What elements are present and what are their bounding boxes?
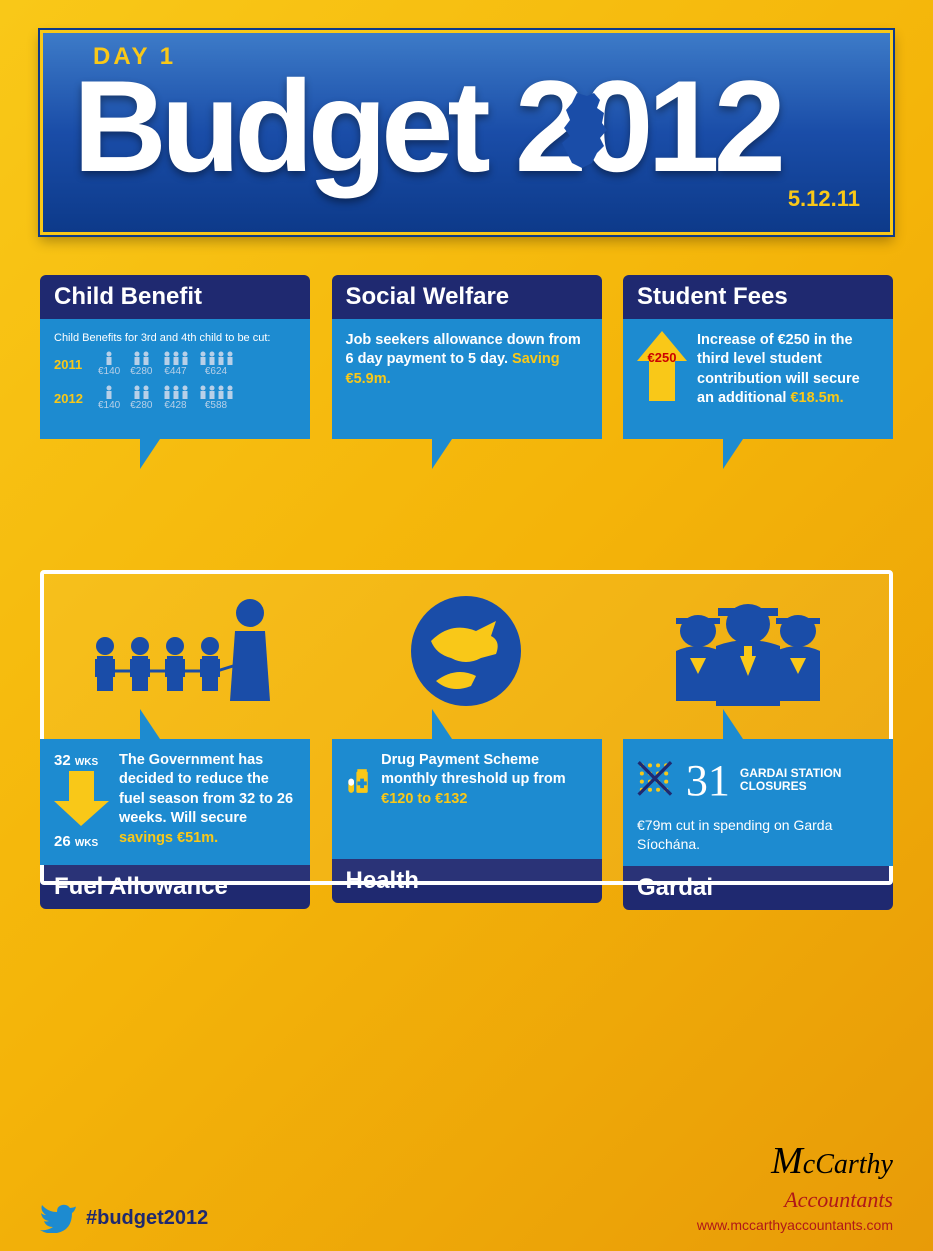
graduates-icon <box>648 586 848 716</box>
logo: McCarthy Accountants www.mccarthyaccount… <box>697 1139 893 1233</box>
card-body: Drug Payment Scheme monthly threshold up… <box>332 739 602 859</box>
cb-figure: €624 <box>199 351 234 379</box>
card-body: 32 WKS 26 WKS The Government has decided… <box>40 739 310 865</box>
gardai-closures-label: GARDAI STATION CLOSURES <box>740 767 879 793</box>
cb-year: 2012 <box>54 390 86 408</box>
page-title: Budget 2012 <box>73 71 860 182</box>
card-title: Child Benefit <box>40 275 310 319</box>
top-card-row: Child Benefit Child Benefits for 3rd and… <box>0 275 933 439</box>
logo-carthy: cCarthy <box>803 1149 893 1180</box>
gardai-number: 31 <box>686 751 730 810</box>
children-icon <box>85 591 285 711</box>
cb-figure: €140 <box>98 351 120 379</box>
hashtag: #budget2012 <box>86 1207 208 1230</box>
arrow-down-icon: 32 WKS 26 WKS <box>54 751 109 853</box>
cb-year: 2011 <box>54 356 86 374</box>
cb-figure: €280 <box>130 385 152 413</box>
weeks-suffix: WKS <box>75 838 98 849</box>
card-body: Child Benefits for 3rd and 4th child to … <box>40 319 310 439</box>
cb-amount: €280 <box>130 365 152 379</box>
cb-amount: €447 <box>163 365 189 379</box>
ireland-map-icon <box>552 88 622 173</box>
student-fees-card: Student Fees €250 Increase of €250 in th… <box>623 275 893 439</box>
child-benefit-card: Child Benefit Child Benefits for 3rd and… <box>40 275 310 439</box>
cb-amount: €428 <box>163 399 189 413</box>
child-benefit-row: 2011 €140 €280 €447 €624 <box>54 351 296 379</box>
closure-grid-icon <box>637 756 676 804</box>
cb-figure: €280 <box>130 351 152 379</box>
student-fees-amount: €18.5m. <box>790 390 843 406</box>
logo-m: M <box>771 1140 803 1182</box>
cb-figure: €447 <box>163 351 189 379</box>
dove-icon <box>366 586 566 716</box>
weeks-suffix: WKS <box>75 757 98 768</box>
child-benefit-row: 2012 €140 €280 €428 €588 <box>54 385 296 413</box>
cb-amount: €140 <box>98 399 120 413</box>
card-title: Student Fees <box>623 275 893 319</box>
child-benefit-subtitle: Child Benefits for 3rd and 4th child to … <box>54 331 296 346</box>
cb-amount: €280 <box>130 399 152 413</box>
twitter-icon <box>40 1203 76 1233</box>
card-body: 31 GARDAI STATION CLOSURES €79m cut in s… <box>623 739 893 866</box>
fuel-text: The Government has decided to reduce the… <box>119 752 293 827</box>
cb-amount: €588 <box>199 399 234 413</box>
arrow-up-icon: €250 <box>637 331 687 401</box>
logo-url: www.mccarthyaccountants.com <box>697 1217 893 1233</box>
arrow-label: €250 <box>637 349 687 367</box>
cb-amount: €624 <box>199 365 234 379</box>
health-text: Drug Payment Scheme monthly threshold up… <box>381 752 565 788</box>
fuel-saving: savings €51m. <box>119 830 218 846</box>
card-title: Social Welfare <box>332 275 602 319</box>
cb-figure: €428 <box>163 385 189 413</box>
logo-accountants: Accountants <box>784 1187 893 1212</box>
social-welfare-card: Social Welfare Job seekers allowance dow… <box>332 275 602 439</box>
gardai-text: €79m cut in spending on Garda Síochána. <box>637 816 879 854</box>
card-body: €250 Increase of €250 in the third level… <box>623 319 893 439</box>
twitter-section: #budget2012 <box>40 1203 208 1233</box>
from-weeks: 32 <box>54 752 71 769</box>
card-body: Job seekers allowance down from 6 day pa… <box>332 319 602 439</box>
footer: #budget2012 McCarthy Accountants www.mcc… <box>40 1139 893 1233</box>
pill-bottle-icon <box>346 751 370 811</box>
cb-figure: €588 <box>199 385 234 413</box>
cb-figure: €140 <box>98 385 120 413</box>
title-banner: DAY 1 Budget 2012 5.12.11 <box>40 30 893 235</box>
to-weeks: 26 <box>54 833 71 850</box>
cb-amount: €140 <box>98 365 120 379</box>
health-amount: €120 to €132 <box>381 791 467 807</box>
